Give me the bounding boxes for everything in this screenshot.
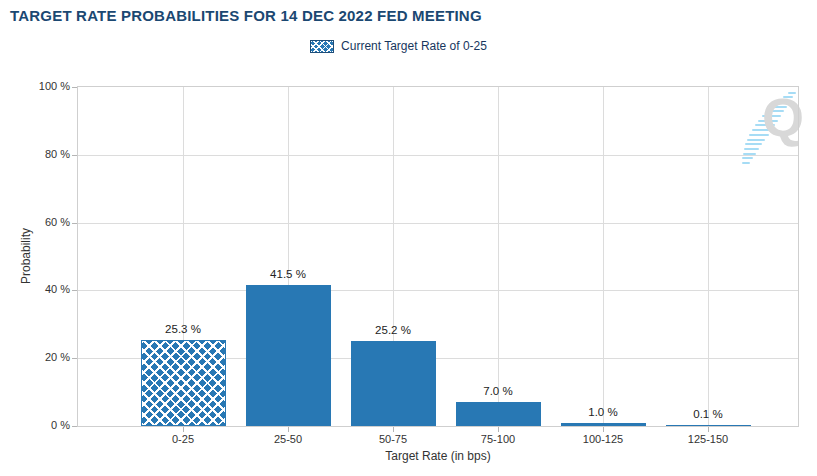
y-gridline xyxy=(78,223,798,224)
y-tick-mark xyxy=(72,87,77,88)
x-tick-mark xyxy=(498,427,499,432)
x-tick-label: 50-75 xyxy=(341,433,445,445)
y-tick-label: 40 % xyxy=(10,283,70,295)
y-tick-label: 100 % xyxy=(10,80,70,92)
x-gridline xyxy=(708,87,709,426)
x-tick-mark xyxy=(603,427,604,432)
bar[interactable] xyxy=(561,423,646,426)
x-gridline xyxy=(603,87,604,426)
bar-value-label: 1.0 % xyxy=(558,406,648,418)
x-tick-label: 100-125 xyxy=(551,433,655,445)
y-tick-mark xyxy=(72,358,77,359)
legend-hatched-swatch-icon xyxy=(310,40,334,53)
bar-value-label: 25.3 % xyxy=(138,323,228,335)
x-tick-mark xyxy=(288,427,289,432)
bar[interactable] xyxy=(141,340,226,426)
bar[interactable] xyxy=(246,285,331,426)
legend[interactable]: Current Target Rate of 0-25 xyxy=(0,39,797,53)
bar-value-label: 25.2 % xyxy=(348,324,438,336)
x-tick-label: 25-50 xyxy=(236,433,340,445)
x-tick-label: 75-100 xyxy=(446,433,550,445)
bar-value-label: 7.0 % xyxy=(453,385,543,397)
bar[interactable] xyxy=(666,425,751,427)
y-tick-mark xyxy=(72,223,77,224)
x-axis-title: Target Rate (in bps) xyxy=(288,449,588,463)
y-tick-mark xyxy=(72,290,77,291)
plot-area xyxy=(77,86,799,427)
y-axis-title: Probability xyxy=(19,228,33,284)
y-tick-label: 60 % xyxy=(10,216,70,228)
y-gridline xyxy=(78,290,798,291)
fed-target-rate-probability-chart: TARGET RATE PROBABILITIES FOR 14 DEC 202… xyxy=(0,0,817,476)
legend-label: Current Target Rate of 0-25 xyxy=(341,39,487,53)
bar-value-label: 41.5 % xyxy=(243,268,333,280)
x-tick-mark xyxy=(393,427,394,432)
y-tick-label: 20 % xyxy=(10,351,70,363)
y-tick-label: 80 % xyxy=(10,148,70,160)
chart-title: TARGET RATE PROBABILITIES FOR 14 DEC 202… xyxy=(10,7,482,24)
x-tick-label: 125-150 xyxy=(656,433,760,445)
y-tick-mark xyxy=(72,155,77,156)
bar[interactable] xyxy=(456,402,541,426)
x-tick-label: 0-25 xyxy=(131,433,235,445)
y-tick-mark xyxy=(72,426,77,427)
y-gridline xyxy=(78,155,798,156)
bar-value-label: 0.1 % xyxy=(663,408,753,420)
bar[interactable] xyxy=(351,341,436,426)
x-gridline xyxy=(498,87,499,426)
x-tick-mark xyxy=(708,427,709,432)
y-tick-label: 0 % xyxy=(10,419,70,431)
x-tick-mark xyxy=(183,427,184,432)
